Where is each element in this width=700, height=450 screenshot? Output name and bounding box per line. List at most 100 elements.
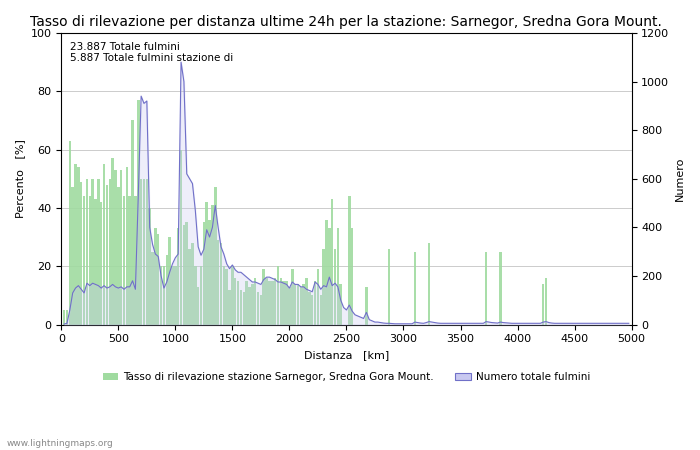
Bar (300, 287, 302, 324)
Bar (143, 179, 145, 324)
Bar (414, 252, 416, 324)
Bar (308, 292, 311, 324)
Bar (268, 281, 271, 324)
Text: www.lightningmaps.org: www.lightningmaps.org (7, 439, 113, 448)
Bar (328, 228, 330, 324)
Bar (162, 266, 165, 324)
Bar (71, 188, 74, 324)
Bar (69, 141, 71, 324)
Bar (160, 266, 162, 324)
Bar (254, 278, 256, 324)
Bar (334, 249, 336, 324)
Bar (217, 240, 219, 324)
Bar (83, 196, 85, 324)
Bar (97, 179, 99, 324)
Bar (302, 284, 305, 324)
Bar (63, 310, 65, 324)
Y-axis label: Percento   [%]: Percento [%] (15, 140, 25, 218)
Bar (140, 179, 142, 324)
Bar (180, 149, 182, 324)
Bar (279, 278, 282, 324)
Bar (211, 205, 214, 324)
Bar (225, 269, 228, 324)
Bar (111, 158, 114, 324)
Bar (234, 278, 237, 324)
Bar (169, 237, 171, 324)
Bar (282, 281, 285, 324)
Bar (206, 202, 208, 324)
Bar (316, 269, 319, 324)
Bar (274, 278, 276, 324)
Bar (246, 281, 248, 324)
Bar (125, 167, 128, 324)
Y-axis label: Numero: Numero (675, 157, 685, 201)
Bar (348, 196, 351, 324)
Bar (148, 208, 151, 324)
Bar (137, 100, 139, 324)
Bar (66, 310, 68, 324)
Bar (265, 278, 268, 324)
Bar (108, 179, 111, 324)
Bar (337, 228, 339, 324)
Legend: Tasso di rilevazione stazione Sarnegor, Sredna Gora Mount., Numero totale fulmin: Tasso di rilevazione stazione Sarnegor, … (99, 368, 594, 387)
Bar (220, 243, 222, 324)
Bar (177, 228, 179, 324)
Bar (231, 266, 234, 324)
Bar (242, 292, 245, 324)
Title: Tasso di rilevazione per distanza ultime 24h per la stazione: Sarnegor, Sredna G: Tasso di rilevazione per distanza ultime… (31, 15, 662, 29)
Bar (92, 179, 94, 324)
Bar (545, 278, 547, 324)
Bar (257, 292, 259, 324)
Bar (276, 266, 279, 324)
Bar (214, 188, 216, 324)
Bar (151, 252, 154, 324)
Bar (85, 179, 88, 324)
Bar (103, 164, 105, 324)
Bar (120, 170, 122, 324)
Bar (165, 255, 168, 324)
Bar (291, 269, 293, 324)
Bar (134, 196, 136, 324)
Bar (202, 222, 205, 324)
Bar (485, 252, 487, 324)
Bar (122, 196, 125, 324)
Bar (117, 188, 120, 324)
Bar (388, 249, 391, 324)
Bar (129, 196, 131, 324)
Bar (194, 266, 197, 324)
Bar (199, 266, 202, 324)
Bar (106, 184, 108, 324)
Bar (319, 295, 322, 324)
Bar (191, 243, 194, 324)
Bar (154, 228, 157, 324)
Bar (157, 234, 160, 324)
Bar (172, 266, 174, 324)
Bar (311, 295, 314, 324)
Bar (428, 243, 430, 324)
Bar (288, 287, 290, 324)
Bar (271, 281, 274, 324)
Bar (100, 202, 102, 324)
Bar (542, 284, 545, 324)
Bar (74, 164, 77, 324)
Bar (77, 167, 80, 324)
Bar (499, 252, 502, 324)
Bar (88, 196, 91, 324)
Bar (326, 220, 328, 324)
Bar (146, 179, 148, 324)
Bar (186, 222, 188, 324)
Bar (251, 284, 253, 324)
Bar (286, 281, 288, 324)
Bar (188, 249, 191, 324)
Bar (114, 170, 117, 324)
Bar (223, 266, 225, 324)
Bar (248, 287, 251, 324)
Bar (262, 269, 265, 324)
Bar (365, 287, 368, 324)
Bar (331, 199, 333, 324)
Bar (340, 284, 342, 324)
Bar (94, 199, 97, 324)
Bar (323, 249, 325, 324)
Text: 23.887 Totale fulmini
5.887 Totale fulmini stazione di: 23.887 Totale fulmini 5.887 Totale fulmi… (70, 42, 233, 63)
Bar (80, 182, 83, 324)
